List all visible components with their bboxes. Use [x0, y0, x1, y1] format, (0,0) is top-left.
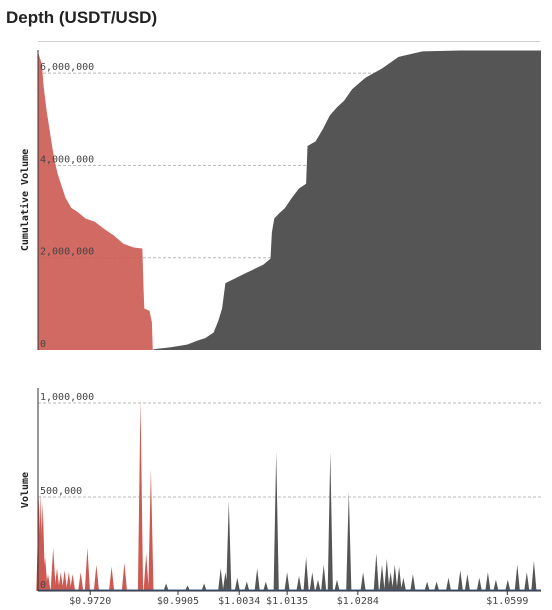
ask-volume-spike [514, 564, 520, 591]
volume-gridlines [38, 402, 541, 498]
cumulative-y-axis-title: Cumulative Volume [19, 149, 31, 251]
volume-x-tick-label: $1.0599 [486, 596, 528, 607]
ask-volume-spike [315, 579, 321, 591]
ask-volume-spike [327, 451, 333, 591]
cumulative-y-tick-label: 6,000,000 [40, 62, 94, 73]
ask-volume-spike [163, 583, 169, 591]
ask-volume-spike [384, 559, 390, 591]
ask-volume-spike [464, 574, 470, 591]
bid-volume-spike [50, 547, 56, 591]
ask-volume-spike [379, 564, 385, 591]
ask-volume-spike [303, 557, 309, 591]
ask-volume-spike [531, 560, 537, 591]
ask-volume-spike [234, 577, 240, 591]
volume-y-tick-labels: 0 500,000 1,000,000 [40, 392, 94, 591]
ask-volume-spike [476, 577, 482, 591]
ask-volume-spike [392, 564, 398, 591]
ask-volume-spike [284, 572, 290, 591]
cumulative-y-tick-label: 0 [40, 339, 46, 350]
bid-volume-spike [84, 547, 90, 591]
cumulative-y-tick-labels: 0 2,000,000 4,000,000 6,000,000 [40, 62, 94, 350]
ask-volume-spike [388, 572, 394, 591]
bid-volume-spike [148, 468, 154, 591]
volume-x-tick-label: $1.0135 [266, 596, 308, 607]
ask-volume-spike [254, 568, 260, 591]
ask-volume-spike [218, 568, 224, 591]
volume-y-tick-label: 500,000 [40, 486, 82, 497]
ask-volume-spike [360, 572, 366, 591]
ask-volume-spike [263, 581, 269, 591]
ask-volume-spike [373, 553, 379, 591]
volume-x-tick-label: $1.0034 [218, 596, 260, 607]
ask-volume-spike [273, 451, 279, 591]
ask-volume-spike [424, 581, 430, 591]
volume-y-tick-label: 1,000,000 [40, 392, 94, 403]
ask-volume-spike [346, 491, 352, 591]
ask-volume-spike [410, 574, 416, 591]
volume-x-tick-label: $0.9720 [69, 596, 111, 607]
bid-volume-spike [45, 574, 51, 591]
bid-volume-spike [58, 572, 64, 591]
cumulative-depth-chart: 0 2,000,000 4,000,000 6,000,000 Cumulative … [19, 50, 542, 351]
ask-volume-spike [226, 500, 232, 591]
cumulative-y-tick-label: 2,000,000 [40, 247, 94, 258]
ask-volume-spike [457, 570, 463, 591]
volume-x-tick-label: $0.9905 [157, 596, 199, 607]
bid-volume-spike [143, 553, 149, 591]
cumulative-depth-areas [38, 50, 542, 351]
volume-x-tick-label: $1.0284 [337, 596, 379, 607]
ask-volume-spike [396, 566, 402, 591]
volume-y-axis-title: Volume [20, 472, 31, 508]
asks-depth-area [152, 50, 542, 350]
bid-volume-spike [78, 572, 84, 591]
cumulative-y-tick-label: 4,000,000 [40, 154, 94, 165]
bid-volume-spike [54, 568, 60, 591]
bid-volume-spike [66, 572, 72, 591]
ask-volume-spike [201, 583, 207, 591]
ask-volume-spike [321, 564, 327, 591]
volume-x-tick-labels: $0.9720 $0.9905 $1.0034 $1.0135 $1.0284 $1.05… [69, 591, 528, 607]
ask-volume-spike [296, 576, 302, 591]
ask-volume-spike [334, 579, 340, 591]
ask-volume-spike [445, 577, 452, 591]
bid-volume-spike [93, 564, 99, 591]
bid-volume-spike [62, 570, 68, 591]
bids-depth-area [38, 52, 153, 351]
bid-volume-spike [121, 562, 127, 591]
ask-volume-spike [309, 572, 315, 591]
bid-volume-spike [109, 566, 115, 591]
ask-volume-spike [244, 581, 250, 591]
page-title: Depth (USDT/USD) [6, 8, 158, 27]
ask-volume-spike [400, 577, 406, 591]
bid-volume-spike [42, 557, 48, 591]
volume-y-tick-label: 0 [40, 580, 46, 591]
bid-volume-spike [40, 502, 46, 591]
bid-volume-spike [137, 399, 144, 591]
volume-spikes [36, 399, 541, 591]
ask-volume-spike [485, 572, 491, 591]
ask-volume-spike [493, 579, 499, 591]
bid-volume-spike [70, 574, 76, 591]
ask-volume-spike [434, 581, 440, 591]
ask-volume-spike [524, 572, 530, 591]
ask-volume-spike [505, 579, 511, 591]
title-divider [38, 41, 540, 42]
